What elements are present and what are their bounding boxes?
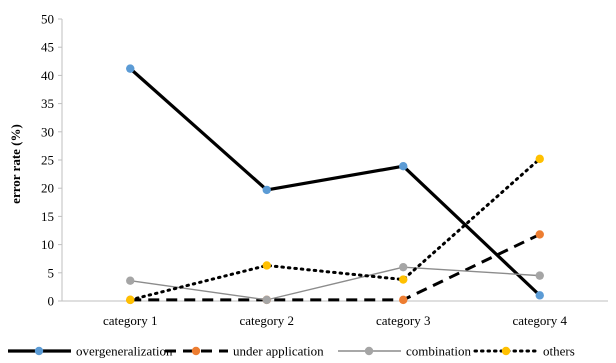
y-tick-label: 15 [41,209,54,224]
y-tick-label: 45 [41,40,54,55]
y-tick-label: 25 [41,153,54,168]
data-point-under-application [535,230,544,239]
y-tick-label: 10 [41,237,54,252]
series-line-others [128,157,542,302]
data-point-overgeneralization [399,162,408,171]
series-line-overgeneralization [129,67,541,297]
series-line-under-application [130,233,541,302]
legend-marker-overgeneralization [34,346,44,356]
y-tick-label: 50 [41,12,54,27]
data-point-others [399,275,408,284]
axes [58,18,608,302]
data-point-others [535,154,544,164]
x-category-label: category 1 [103,313,158,328]
data-point-combination [126,276,135,285]
series-markers [126,64,544,305]
legend-label: under application [233,344,324,359]
x-category-label: category 4 [512,313,567,328]
data-point-combination [262,295,271,305]
y-tick-labels: 0 5 10 15 20 25 30 35 40 45 50 [41,12,54,309]
data-point-others [126,295,135,305]
y-tick-label: 5 [48,265,55,280]
x-category-labels: category 1 category 2 category 3 category 4 [103,313,568,328]
y-tick-label: 40 [41,68,54,83]
data-point-under-application [399,295,408,305]
y-tick-label: 0 [48,294,55,309]
data-point-overgeneralization [126,64,135,73]
legend-label: overgeneralization [76,344,173,359]
data-point-combination [399,262,408,272]
legend: overgeneralization under application combi… [8,344,575,359]
data-point-others [262,261,271,270]
legend-marker-others [501,346,511,356]
legend-label: others [543,344,575,359]
y-tick-label: 35 [41,96,54,111]
x-category-label: category 3 [376,313,431,328]
legend-marker-under-application [191,346,201,356]
legend-label: combination [406,344,471,359]
x-category-label: category 2 [239,313,294,328]
y-tick-label: 30 [41,124,54,139]
data-point-combination [535,271,544,280]
y-tick-label: 20 [41,181,54,196]
data-point-overgeneralization [535,291,544,300]
legend-marker-combination [364,346,374,356]
series-lines [128,67,542,302]
y-axis-title: error rate (%) [8,124,23,204]
series-line-combination [130,266,540,301]
data-point-overgeneralization [262,185,271,195]
